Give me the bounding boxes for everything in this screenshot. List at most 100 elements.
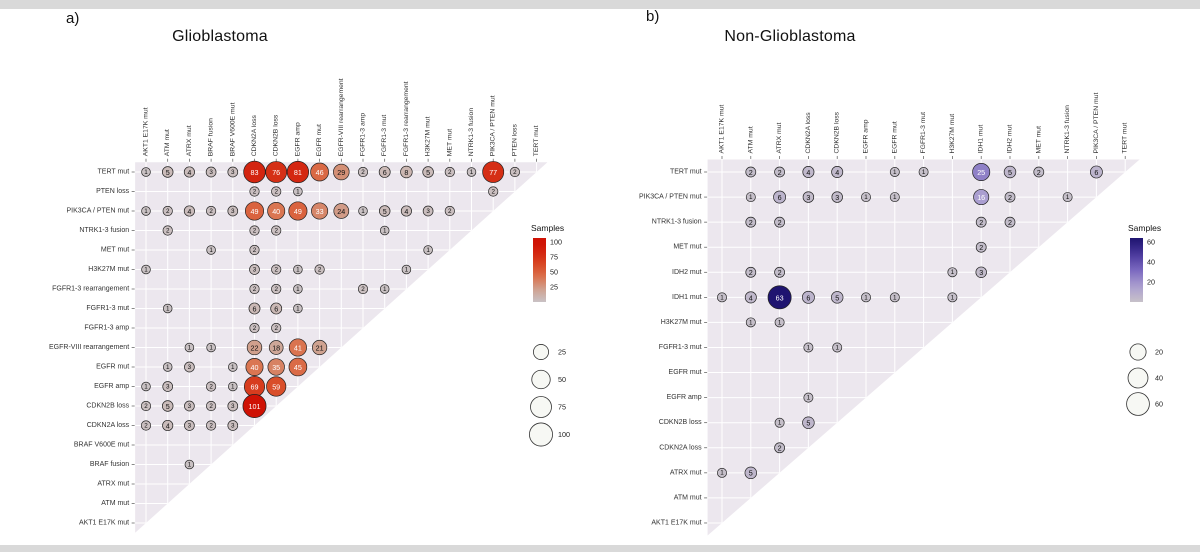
matrix-bubble	[861, 192, 871, 203]
matrix-bubble	[293, 303, 303, 314]
matrix-bubble	[717, 467, 727, 478]
column-label: CDKN2B loss	[834, 111, 841, 153]
legend-gradient-tick-label: 40	[1147, 257, 1155, 266]
matrix-bubble-value: 1	[166, 364, 170, 371]
matrix-bubble	[162, 419, 174, 432]
row-label: FGFR1-3 rearrangement	[52, 286, 129, 293]
matrix-bubble-value: 1	[720, 294, 724, 301]
matrix-bubble	[249, 322, 260, 334]
matrix-bubble-value: 3	[188, 422, 192, 429]
matrix-bubble-value: 1	[470, 169, 474, 176]
matrix-bubble	[162, 205, 173, 217]
matrix-bubble-value: 81	[294, 168, 302, 177]
matrix-bubble	[244, 201, 265, 221]
column-label: FGFR1-3 mut	[920, 112, 927, 154]
matrix-bubble-value: 1	[720, 470, 724, 477]
matrix-bubble-value: 35	[272, 363, 280, 372]
column-label: EGFR mut	[316, 124, 323, 156]
matrix-bubble-value: 8	[404, 168, 408, 177]
matrix-bubble	[400, 205, 412, 217]
matrix-bubble	[206, 245, 216, 255]
column-label: H3K27M mut	[425, 116, 432, 156]
panel-a-letter: a)	[66, 10, 80, 27]
matrix-bubble-value: 2	[166, 208, 170, 215]
matrix-bubble	[379, 284, 390, 294]
matrix-bubble-value: 77	[489, 168, 497, 177]
legend: Samples 60 40 20 20 40 60	[1126, 223, 1163, 416]
row-label: CDKN2A loss	[659, 444, 702, 451]
matrix-bubble	[162, 225, 173, 236]
matrix-bubble-value: 1	[383, 286, 387, 293]
matrix-bubble	[423, 245, 433, 255]
matrix-bubble-value: 1	[144, 266, 148, 273]
matrix-bubble-value: 4	[806, 168, 810, 177]
matrix-bubble-value: 2	[491, 188, 495, 195]
matrix-bubble-value: 4	[749, 293, 753, 302]
matrix-bubble-value: 18	[272, 343, 280, 352]
matrix-bubble	[265, 161, 288, 183]
matrix-bubble	[227, 420, 239, 431]
column-label: FGFR1-3 mut	[381, 115, 388, 157]
matrix-bubble	[488, 186, 499, 197]
row-label: EGFR mut	[669, 369, 702, 376]
legend-size-tick-label: 50	[558, 375, 566, 384]
column-label: EGFR mut	[891, 121, 898, 153]
matrix-bubble	[314, 264, 325, 275]
matrix-bubble	[141, 264, 151, 275]
matrix-bubble-value: 5	[383, 207, 387, 216]
legend-size-circle	[531, 369, 551, 390]
column-label: MET mut	[446, 129, 453, 157]
matrix-bubble-value: 2	[979, 218, 983, 227]
matrix-bubble-value: 1	[144, 383, 148, 390]
column-label: TERT mut	[533, 125, 540, 156]
matrix-bubble-value: 40	[272, 207, 280, 216]
row-label: ATM mut	[101, 500, 129, 507]
matrix-bubble-value: 1	[807, 344, 811, 351]
matrix-bubble	[745, 216, 757, 228]
matrix-bubble	[248, 302, 261, 315]
matrix-bubble-value: 1	[231, 364, 235, 371]
matrix-bubble-value: 1	[209, 344, 213, 351]
matrix-bubble	[271, 264, 282, 275]
matrix-bubble-value: 3	[188, 364, 192, 371]
matrix-bubble	[206, 205, 217, 217]
matrix-bubble	[802, 416, 815, 429]
matrix-bubble-value: 1	[361, 208, 365, 215]
matrix-bubble	[444, 166, 455, 178]
matrix-bubble	[379, 225, 390, 236]
column-label: FGFR1-3 amp	[360, 113, 367, 157]
row-label: PIK3CA / PTEN mut	[639, 194, 702, 201]
matrix-bubble-value: 2	[1008, 218, 1012, 227]
matrix-bubble-value: 1	[144, 208, 148, 215]
matrix-bubble-value: 6	[1094, 168, 1098, 177]
column-label: AKT1 E17K mut	[719, 105, 726, 154]
row-label: BRAF fusion	[90, 461, 129, 468]
matrix-bubble	[745, 166, 757, 178]
matrix-bubble-value: 1	[296, 188, 300, 195]
row-label: ATRX mut	[670, 469, 702, 476]
matrix-bubble-value: 1	[144, 169, 148, 176]
matrix-bubble-value: 1	[835, 344, 839, 351]
matrix-bubble	[861, 292, 871, 303]
matrix-bubble-value: 49	[251, 207, 259, 216]
matrix-bubble-value: 33	[316, 207, 324, 216]
matrix-bubble	[333, 203, 350, 219]
matrix-bubble	[947, 292, 958, 303]
matrix-bubble-value: 29	[337, 168, 345, 177]
row-label: TERT mut	[98, 169, 130, 176]
matrix-bubble	[774, 417, 785, 428]
matrix-bubble	[830, 291, 844, 304]
matrix-bubble	[288, 338, 307, 357]
row-label: CDKN2A loss	[87, 422, 130, 429]
row-label: IDH1 mut	[672, 294, 702, 301]
row-label: AKT1 E17K mut	[79, 520, 129, 527]
bubbles: 2 2 4 4 1 1 25 5 2 61 6 3 3 1 1 16 2 12 2 2 222 2 1 31 4 63 6 5 1 1 11…	[717, 163, 1103, 480]
matrix-bubble-value: 21	[316, 343, 324, 352]
matrix-bubble-value: 76	[272, 168, 280, 177]
matrix-bubble-value: 2	[778, 444, 782, 453]
matrix-bubble	[227, 400, 239, 412]
matrix-bubble-value: 2	[979, 243, 983, 252]
matrix-bubble	[774, 317, 785, 328]
matrix-bubble-value: 3	[835, 193, 839, 202]
matrix-bubble	[293, 186, 303, 197]
